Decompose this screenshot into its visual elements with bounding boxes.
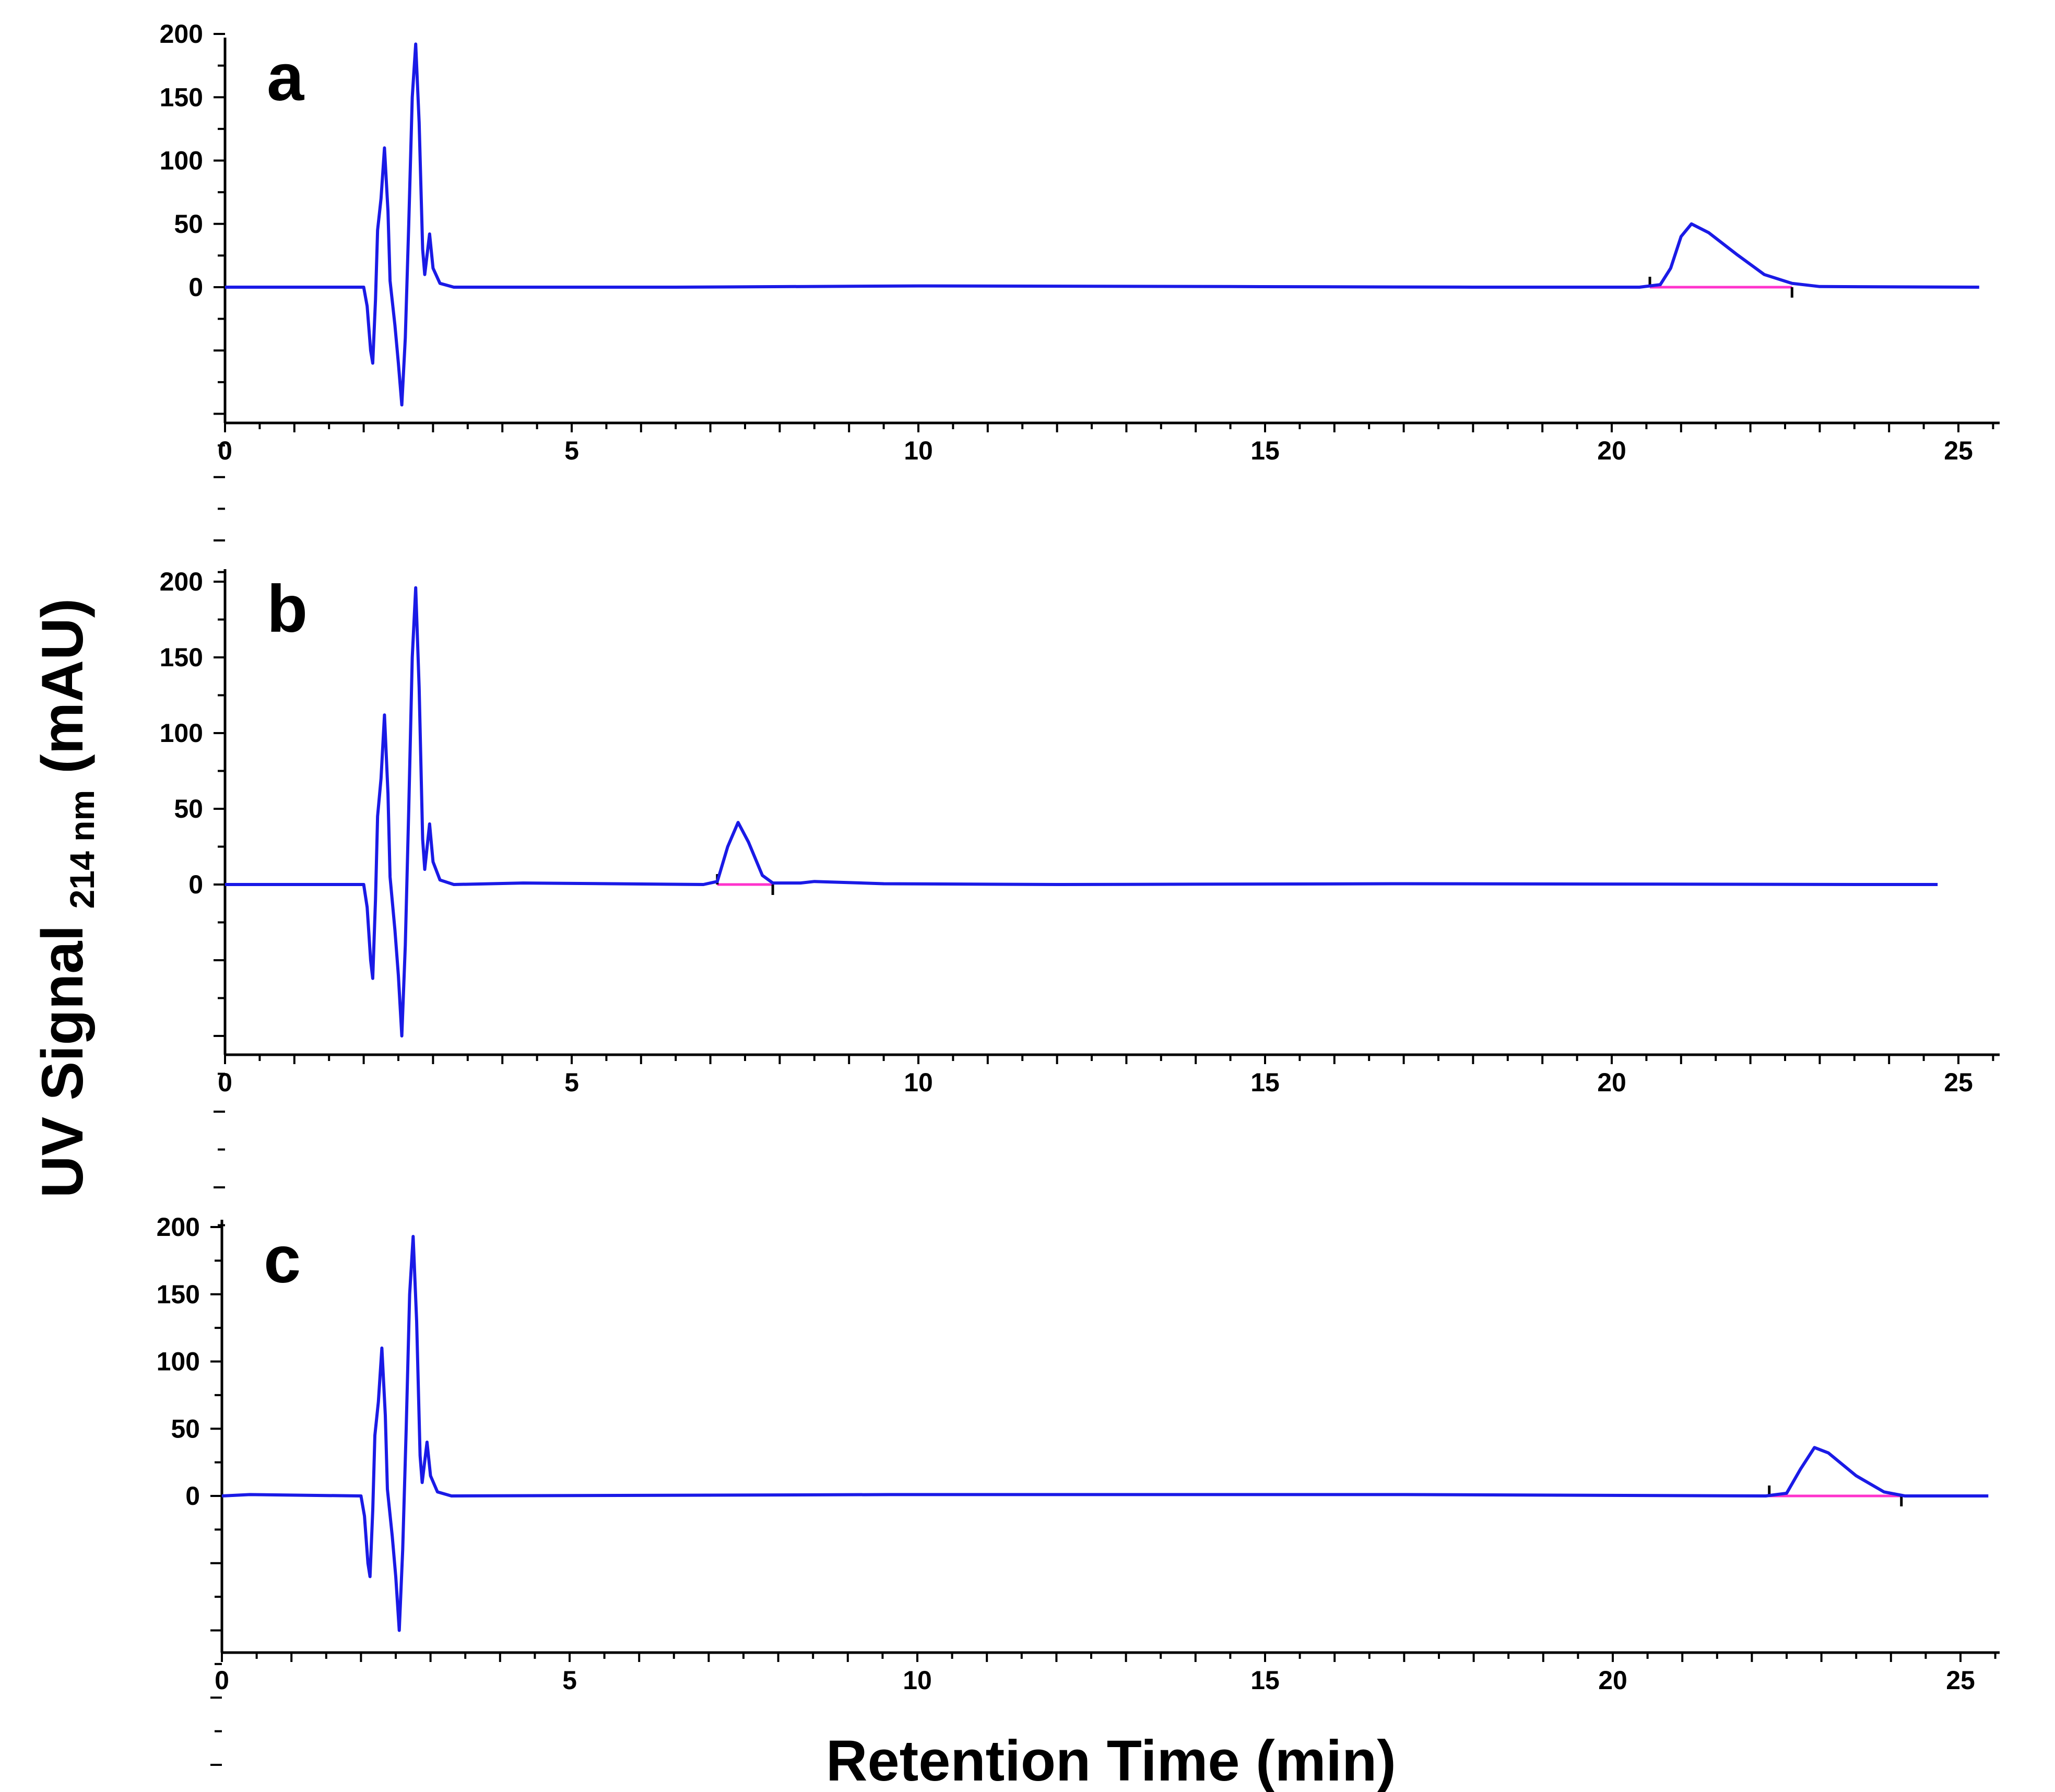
y-axis-title-unit: (mAU) xyxy=(30,598,95,774)
x-tick-label: 25 xyxy=(1946,1666,1975,1695)
y-axis-title-sub: 214 nm xyxy=(63,790,101,909)
y-tick-label: 150 xyxy=(160,643,203,672)
chromatogram-trace xyxy=(225,586,1938,1038)
x-tick-label: 0 xyxy=(218,1068,232,1097)
x-tick-label: 15 xyxy=(1250,1666,1280,1695)
x-tick-label: 15 xyxy=(1250,436,1280,465)
y-axis-title-main: UV Signal xyxy=(30,925,95,1198)
x-tick-label: 20 xyxy=(1598,1666,1627,1695)
x-tick-label: 20 xyxy=(1597,436,1626,465)
panel-c: 0 5 10 15 20 25 0 50 100 150 200 c xyxy=(157,1212,2000,1766)
y-tick-label: 0 xyxy=(185,1481,200,1511)
y-tick-label: 100 xyxy=(157,1347,200,1376)
x-tick-label: 25 xyxy=(1944,1068,1973,1097)
x-tick-label: 5 xyxy=(564,1068,579,1097)
y-tick-label: 150 xyxy=(160,82,203,112)
y-tick-label: 200 xyxy=(160,19,203,49)
chromatogram-trace xyxy=(221,1235,1989,1632)
x-tick-label: 10 xyxy=(904,1068,933,1097)
y-tick-label: 50 xyxy=(174,794,203,823)
x-axis-title: Retention Time (min) xyxy=(826,1729,1396,1792)
x-tick-label: 10 xyxy=(904,436,933,465)
x-tick-label: 5 xyxy=(562,1666,577,1695)
x-tick-label: 15 xyxy=(1250,1068,1280,1097)
y-tick-label: 200 xyxy=(157,1212,200,1242)
panel-a: 0 5 10 15 20 25 0 50 100 150 200 a xyxy=(160,19,2000,573)
panel-letter: a xyxy=(267,40,304,115)
y-tick-label: 200 xyxy=(160,567,203,596)
x-tick-label: 0 xyxy=(218,436,232,465)
y-tick-label: 50 xyxy=(171,1414,200,1443)
y-tick-label: 50 xyxy=(174,209,203,239)
y-tick-label: 150 xyxy=(157,1280,200,1309)
panel-b: 0 5 10 15 20 25 0 50 100 150 200 b xyxy=(160,567,2000,1227)
y-tick-label: 100 xyxy=(160,718,203,748)
panel-letter: c xyxy=(264,1222,301,1297)
y-tick-label: 0 xyxy=(188,273,203,302)
x-tick-label: 10 xyxy=(903,1666,932,1695)
x-tick-label: 20 xyxy=(1597,1068,1626,1097)
chromatogram-trace xyxy=(225,42,1979,407)
y-tick-label: 100 xyxy=(160,146,203,175)
x-tick-label: 0 xyxy=(215,1666,229,1695)
x-tick-label: 25 xyxy=(1944,436,1973,465)
x-tick-label: 5 xyxy=(564,436,579,465)
panel-letter: b xyxy=(267,572,308,646)
y-tick-label: 0 xyxy=(188,870,203,899)
y-axis-title: UV Signal 214 nm (mAU) xyxy=(30,598,107,1198)
